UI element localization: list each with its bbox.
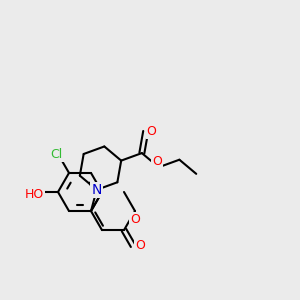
Text: HO: HO xyxy=(25,188,44,200)
Text: Cl: Cl xyxy=(50,148,63,161)
Text: O: O xyxy=(130,213,140,226)
Text: O: O xyxy=(152,155,162,168)
Text: O: O xyxy=(147,125,157,138)
Text: O: O xyxy=(135,239,145,252)
Text: N: N xyxy=(92,183,102,197)
